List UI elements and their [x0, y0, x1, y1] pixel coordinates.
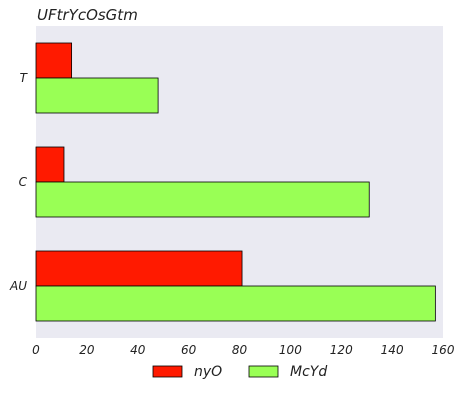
bars — [35, 42, 436, 322]
legend-swatch-nyO — [152, 365, 183, 378]
x-tick-label: 160 — [432, 343, 455, 357]
legend-label-McYd: McYd — [290, 364, 327, 380]
y-tick-labels: T C AU — [9, 71, 29, 293]
y-tick-label: AU — [9, 279, 27, 293]
legend: nyO McYd — [152, 364, 327, 380]
bar-nyO-C — [35, 146, 65, 183]
bar-McYd-T — [35, 77, 159, 114]
x-tick-label: 60 — [181, 343, 197, 357]
legend-label-nyO: nyO — [194, 364, 222, 380]
bar-McYd-C — [35, 181, 370, 218]
x-tick-label: 0 — [32, 343, 40, 357]
chart-title: UFtrYcOsGtm — [37, 6, 138, 24]
x-tick-label: 80 — [232, 343, 248, 357]
x-tick-label: 140 — [381, 343, 404, 357]
x-tick-label: 40 — [130, 343, 146, 357]
y-tick-label: C — [19, 175, 28, 189]
bar-nyO-T — [35, 42, 73, 79]
bar-nyO-AU — [35, 250, 243, 287]
x-tick-label: 20 — [79, 343, 95, 357]
x-tick-labels: 0 20 40 60 80 100 120 140 160 — [32, 343, 455, 357]
x-tick-label: 100 — [279, 343, 302, 357]
x-tick-label: 120 — [330, 343, 353, 357]
y-tick-label: T — [20, 71, 29, 85]
bar-McYd-AU — [35, 285, 436, 322]
legend-swatch-McYd — [248, 365, 279, 378]
